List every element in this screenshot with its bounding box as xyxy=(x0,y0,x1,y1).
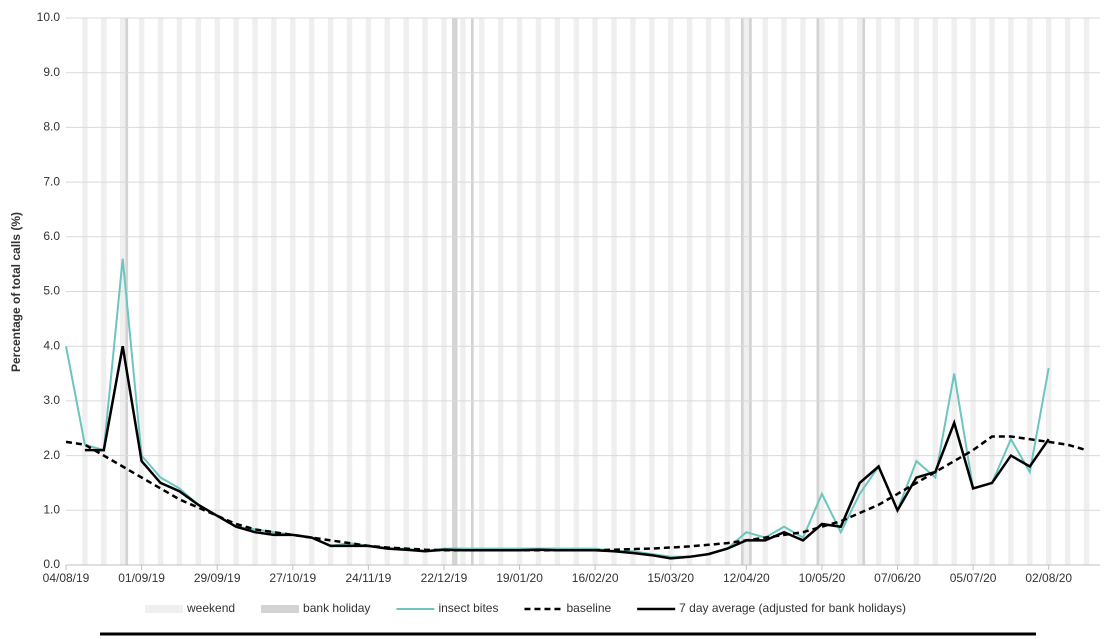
y-tick-label: 9.0 xyxy=(43,65,60,79)
x-tick-label: 10/05/20 xyxy=(799,571,846,585)
y-tick-label: 7.0 xyxy=(43,174,60,188)
x-tick-label: 27/10/19 xyxy=(269,571,316,585)
y-tick-label: 8.0 xyxy=(43,120,60,134)
y-tick-label: 0.0 xyxy=(43,557,60,571)
x-tick-label: 05/07/20 xyxy=(950,571,997,585)
x-tick-label: 16/02/20 xyxy=(572,571,619,585)
legend-label: bank holiday xyxy=(303,601,370,615)
y-tick-label: 10.0 xyxy=(37,10,61,24)
legend-label: insect bites xyxy=(438,601,498,615)
x-tick-label: 19/01/20 xyxy=(496,571,543,585)
x-tick-label: 07/06/20 xyxy=(874,571,921,585)
legend-swatch xyxy=(261,605,300,613)
y-tick-label: 2.0 xyxy=(43,448,60,462)
x-tick-label: 01/09/19 xyxy=(118,571,165,585)
x-tick-label: 24/11/19 xyxy=(345,571,391,585)
x-tick-label: 04/08/19 xyxy=(43,571,90,585)
legend-label: weekend xyxy=(186,601,235,615)
y-tick-label: 1.0 xyxy=(43,502,60,516)
y-tick-label: 3.0 xyxy=(43,393,60,407)
x-tick-label: 15/03/20 xyxy=(647,571,694,585)
y-tick-label: 5.0 xyxy=(43,284,60,298)
series-line xyxy=(84,345,1050,560)
legend-label: 7 day average (adjusted for bank holiday… xyxy=(679,601,906,615)
x-tick-label: 02/08/20 xyxy=(1025,571,1072,585)
x-tick-label: 12/04/20 xyxy=(723,571,770,585)
y-axis-label: Percentage of total calls (%) xyxy=(9,212,23,372)
legend-label: baseline xyxy=(566,601,611,615)
y-tick-label: 6.0 xyxy=(43,229,60,243)
x-tick-label: 22/12/19 xyxy=(421,571,468,585)
x-tick-label: 29/09/19 xyxy=(194,571,241,585)
y-tick-label: 4.0 xyxy=(43,338,60,352)
legend-swatch xyxy=(145,605,183,613)
